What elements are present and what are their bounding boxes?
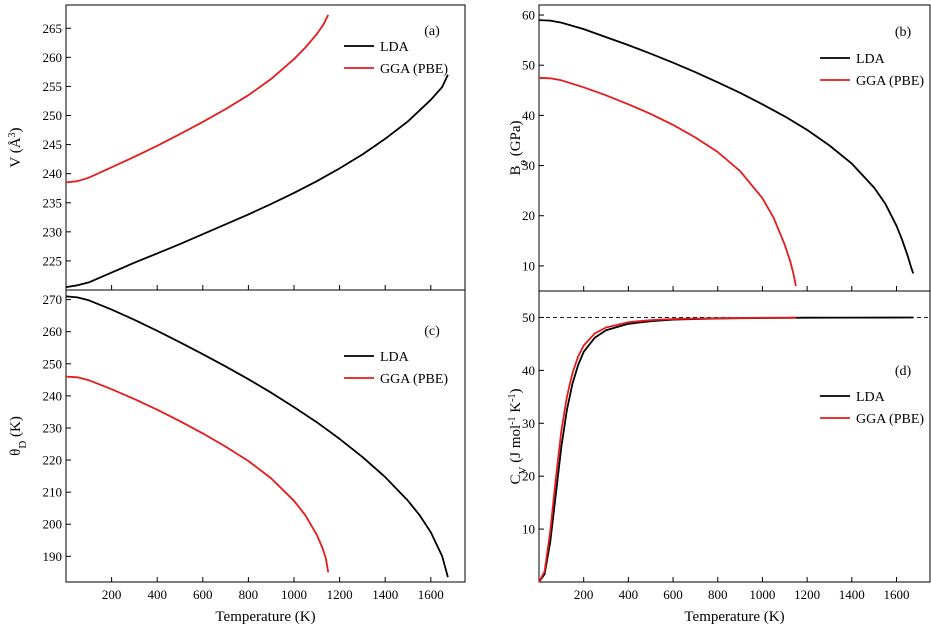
y-label-mid: (J mol [508, 425, 524, 467]
y-label-sup: -1 [507, 394, 518, 402]
panel-label: (d) [895, 364, 912, 379]
y-label-tail: (GPa) [508, 120, 524, 160]
y-tick-label: 30 [522, 416, 535, 431]
x-tick-label: 800 [708, 587, 728, 602]
y-label-tail: ) [8, 127, 24, 132]
y-tick-label: 10 [522, 522, 535, 537]
y-tick-label: 40 [522, 108, 535, 123]
x-tick-label: 1200 [794, 587, 820, 602]
y-label-main: θ [8, 449, 24, 456]
legend-label: LDA [380, 40, 410, 55]
series-line-lda [538, 316, 914, 583]
legend-label: GGA (PBE) [856, 74, 924, 89]
x-tick-label: 1600 [418, 587, 444, 602]
series-line-gga-pbe [538, 76, 797, 287]
series-line-lda [65, 74, 449, 288]
panel-label: (a) [424, 24, 440, 39]
legend-label: LDA [856, 390, 886, 405]
y-tick-label: 190 [43, 549, 63, 564]
y-tick-label: 210 [43, 485, 63, 500]
x-tick-label: 1600 [883, 587, 909, 602]
y-tick-label: 250 [43, 108, 63, 123]
series-line-gga-pbe [65, 375, 330, 573]
y-tick-label: 235 [43, 195, 63, 210]
x-tick-label: 600 [193, 587, 213, 602]
y-tick-label: 20 [522, 469, 535, 484]
x-axis-label: Temperature (K) [215, 609, 315, 625]
y-label-sub: V [517, 466, 529, 474]
x-tick-label: 1400 [839, 587, 865, 602]
series-line-gga-pbe [65, 14, 330, 184]
y-label-mid: K [508, 402, 524, 417]
plot-frame [538, 290, 931, 583]
legend-label: LDA [856, 52, 886, 67]
y-tick-label: 225 [43, 253, 63, 268]
y-label-tail: ) [508, 389, 524, 394]
y-label-sup: 3 [7, 132, 18, 137]
y-tick-label: 240 [43, 388, 63, 403]
x-tick-label: 1200 [327, 587, 353, 602]
y-axis-label: V (Å3) [7, 127, 25, 167]
y-tick-label: 265 [43, 21, 63, 36]
legend-label: GGA (PBE) [380, 62, 448, 77]
y-tick-label: 270 [43, 292, 63, 307]
legend-label: GGA (PBE) [380, 372, 448, 387]
y-axis-label: θD (K) [8, 416, 29, 456]
panel-label: (b) [895, 25, 912, 40]
y-label-main: C [508, 474, 524, 484]
plot-frame [65, 289, 466, 583]
y-tick-label: 30 [522, 158, 535, 173]
y-tick-label: 220 [43, 453, 63, 468]
plot-frame [538, 4, 931, 292]
x-tick-label: 1400 [372, 587, 398, 602]
y-tick-label: 50 [522, 310, 535, 325]
y-tick-label: 20 [522, 208, 535, 223]
series-line-lda [538, 19, 915, 274]
x-tick-label: 200 [574, 587, 594, 602]
y-label-sub: o [517, 160, 529, 166]
y-tick-label: 245 [43, 137, 63, 152]
y-tick-label: 260 [43, 324, 63, 339]
y-tick-label: 255 [43, 79, 63, 94]
series-line-gga-pbe [538, 316, 796, 583]
y-tick-label: 10 [522, 258, 535, 273]
series-line-lda [65, 295, 449, 578]
legend-label: LDA [380, 350, 410, 365]
x-axis-label: Temperature (K) [684, 609, 784, 625]
panel-label: (c) [424, 324, 440, 339]
y-tick-label: 230 [43, 224, 63, 239]
y-tick-label: 200 [43, 517, 63, 532]
panel-d: 10 20 30 40 50 200 400 600 800 1000 1200 1400 1600 Te… [507, 290, 931, 625]
y-axis-label: Bo (GPa) [508, 120, 529, 175]
panel-b: 10 20 30 40 50 60 Bo (GPa) LDA GGA (PBE) (b) [508, 4, 931, 292]
y-label-sup: -1 [507, 416, 518, 424]
legend-label: GGA (PBE) [856, 412, 924, 427]
x-tick-label: 400 [147, 587, 167, 602]
x-tick-label: 1000 [281, 587, 307, 602]
panel-a: 225 230 235 240 245 250 255 260 265 V (Å3) LDA GGA … [7, 4, 466, 291]
x-tick-label: 1000 [749, 587, 775, 602]
y-tick-label: 260 [43, 50, 63, 65]
y-tick-label: 250 [43, 356, 63, 371]
panel-c: 190 200 210 220 230 240 250 260 270 200 400 600 800 1… [8, 289, 466, 625]
x-tick-label: 200 [102, 587, 122, 602]
y-tick-label: 240 [43, 166, 63, 181]
x-tick-label: 800 [239, 587, 259, 602]
y-label-sub: D [17, 441, 29, 449]
y-tick-label: 50 [522, 58, 535, 73]
y-tick-label: 60 [522, 8, 535, 23]
y-tick-label: 40 [522, 363, 535, 378]
y-label-main: B [508, 166, 524, 176]
x-tick-label: 600 [663, 587, 683, 602]
y-tick-label: 230 [43, 420, 63, 435]
x-tick-label: 400 [619, 587, 639, 602]
y-label-tail: (K) [8, 416, 24, 441]
y-label-main: V (Å [8, 137, 24, 167]
y-axis-label: CV (J mol-1 K-1) [507, 389, 530, 485]
